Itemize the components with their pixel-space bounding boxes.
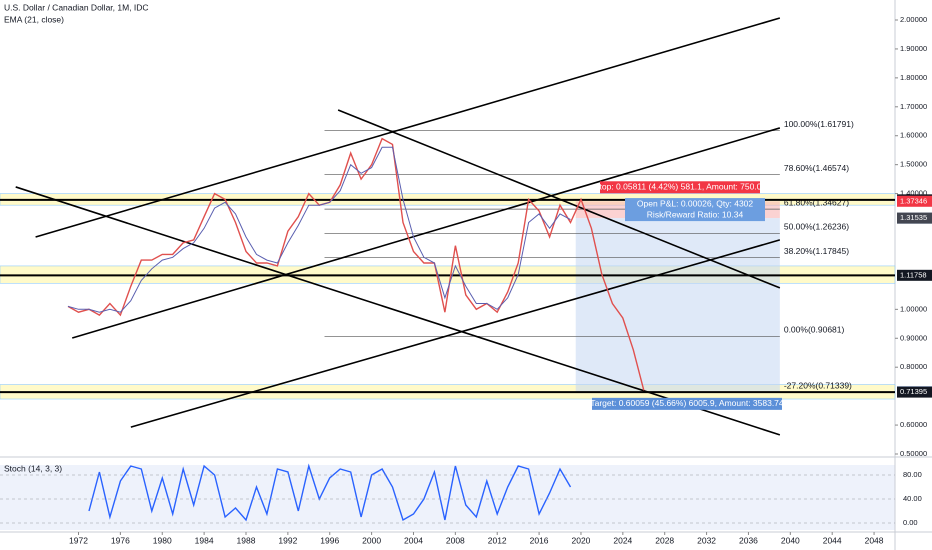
price-tag-label: 1.11758 xyxy=(900,270,927,279)
series-line xyxy=(67,137,645,391)
position-label-bg xyxy=(600,181,760,194)
trendline xyxy=(35,17,781,238)
x-tick-label: 2004 xyxy=(404,535,423,545)
price-tag xyxy=(897,212,932,224)
trendline xyxy=(130,239,781,428)
x-tick-label: 2032 xyxy=(697,535,716,545)
y-tick-label: 0.60000 xyxy=(900,420,927,429)
y-tick-label: 1.70000 xyxy=(900,102,927,111)
y-tick-label: 80.00 xyxy=(903,470,922,479)
position-label: Risk/Reward Ratio: 10.34 xyxy=(647,209,744,219)
x-tick-label: 1996 xyxy=(320,535,339,545)
price-tag-label: 1.37346 xyxy=(900,196,927,205)
legend-stoch: Stoch (14, 3, 3) xyxy=(4,463,62,473)
series-line xyxy=(67,146,571,313)
legend-price: U.S. Dollar / Canadian Dollar, 1M, IDC xyxy=(4,2,149,12)
position-label-bg xyxy=(592,397,782,410)
fib-label: 38.20%(1.17845) xyxy=(784,246,849,256)
x-tick-label: 2008 xyxy=(446,535,465,545)
x-tick-label: 2040 xyxy=(781,535,800,545)
x-tick-label: 2012 xyxy=(488,535,507,545)
y-tick-label: 1.60000 xyxy=(900,131,927,140)
x-tick-label: 1984 xyxy=(195,535,214,545)
x-tick-label: 2036 xyxy=(739,535,758,545)
y-tick-label: 1.40000 xyxy=(900,189,927,198)
trendline xyxy=(72,127,781,339)
position-label: Target: 0.60059 (45.66%) 6005.9, Amount:… xyxy=(590,398,784,408)
price-tag xyxy=(897,386,932,398)
y-tick-label: 0.50000 xyxy=(900,449,927,458)
position-label: Stop: 0.05811 (4.42%) 581.1, Amount: 750… xyxy=(594,182,767,192)
x-tick-label: 2028 xyxy=(655,535,674,545)
y-tick-label: 0.90000 xyxy=(900,333,927,342)
x-tick-label: 2024 xyxy=(613,535,632,545)
price-tag xyxy=(897,195,932,207)
x-tick-label: 1980 xyxy=(153,535,172,545)
y-tick-label: 2.00000 xyxy=(900,15,927,24)
x-tick-label: 2044 xyxy=(823,535,842,545)
price-tag-label: 1.31535 xyxy=(900,213,927,222)
position-label: Open P&L: 0.00026, Qty: 4302 xyxy=(637,198,754,208)
position-label-bg xyxy=(625,209,765,222)
trendline xyxy=(337,109,781,289)
legend-ema: EMA (21, close) xyxy=(4,14,64,24)
stoch-band xyxy=(0,465,895,530)
position-label-bg xyxy=(625,198,765,211)
x-tick-label: 1988 xyxy=(237,535,256,545)
x-tick-label: 2020 xyxy=(572,535,591,545)
fib-label: 50.00%(1.26236) xyxy=(784,222,849,232)
fib-label: 100.00%(1.61791) xyxy=(784,119,854,129)
x-tick-label: 1976 xyxy=(111,535,130,545)
x-tick-label: 1992 xyxy=(278,535,297,545)
series-line xyxy=(88,463,572,522)
y-tick-label: 40.00 xyxy=(903,494,922,503)
target-zone xyxy=(575,218,780,392)
y-tick-label: 1.50000 xyxy=(900,160,927,169)
fib-label: 78.60%(1.46574) xyxy=(784,163,849,173)
x-tick-label: 2000 xyxy=(362,535,381,545)
fib-label: 0.00%(0.90681) xyxy=(784,325,845,335)
y-tick-label: 1.90000 xyxy=(900,44,927,53)
x-tick-label: 1972 xyxy=(69,535,88,545)
fib-label: -27.20%(0.71339) xyxy=(784,381,852,391)
price-tag-label: 0.71395 xyxy=(900,387,927,396)
y-tick-label: 0.00 xyxy=(903,518,918,527)
y-tick-label: 0.80000 xyxy=(900,362,927,371)
x-tick-label: 2016 xyxy=(530,535,549,545)
fib-label: 61.80%(1.34627) xyxy=(784,197,849,207)
y-tick-label: 1.00000 xyxy=(900,304,927,313)
trendline xyxy=(15,186,781,436)
x-tick-label: 2048 xyxy=(865,535,884,545)
y-tick-label: 1.80000 xyxy=(900,73,927,82)
price-tag xyxy=(897,269,932,281)
